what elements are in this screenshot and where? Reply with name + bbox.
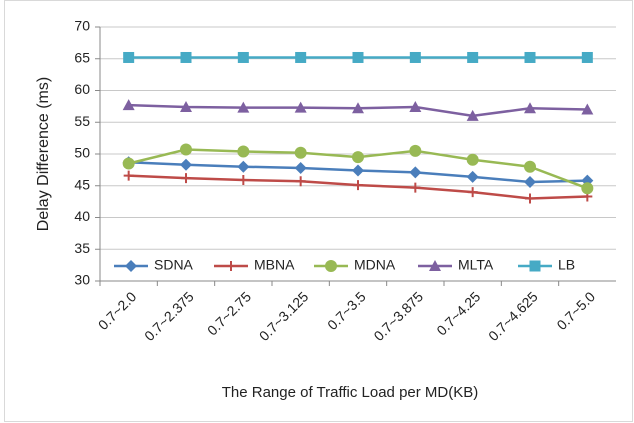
marker <box>529 260 541 272</box>
legend-label: LB <box>558 257 575 273</box>
marker <box>352 164 364 177</box>
y-axis-title: Delay Difference (ms) <box>35 77 52 231</box>
marker <box>352 102 364 114</box>
marker <box>295 51 307 63</box>
y-tick-label: 50 <box>74 145 90 161</box>
marker <box>409 51 421 63</box>
marker <box>122 99 135 111</box>
marker <box>581 182 594 195</box>
marker <box>294 101 307 113</box>
legend-label: SDNA <box>154 257 194 273</box>
marker <box>226 261 236 271</box>
marker <box>123 170 134 181</box>
marker <box>237 160 250 173</box>
marker <box>294 146 307 159</box>
chart-frame <box>4 0 633 422</box>
marker <box>409 101 422 113</box>
marker <box>581 103 594 115</box>
marker <box>123 51 135 63</box>
marker <box>352 51 364 63</box>
y-tick-label: 35 <box>74 240 90 256</box>
marker <box>237 101 250 113</box>
marker <box>524 160 536 173</box>
marker <box>181 173 191 184</box>
marker <box>294 161 307 174</box>
marker <box>295 176 306 187</box>
legend-label: MLTA <box>458 257 494 273</box>
marker <box>125 260 137 272</box>
x-axis-title: The Range of Traffic Load per MD(KB) <box>222 384 479 401</box>
marker <box>180 143 192 156</box>
marker <box>409 166 422 179</box>
y-tick-label: 45 <box>74 176 90 192</box>
marker <box>237 145 250 158</box>
marker <box>410 182 421 193</box>
marker <box>466 109 479 121</box>
marker <box>467 51 479 63</box>
marker <box>525 193 535 204</box>
marker <box>352 151 364 164</box>
y-tick-label: 60 <box>74 81 90 97</box>
y-tick-label: 70 <box>74 18 90 34</box>
marker <box>325 260 337 272</box>
marker <box>524 51 536 63</box>
series <box>123 170 593 204</box>
marker <box>466 170 479 183</box>
y-tick-label: 55 <box>74 113 90 129</box>
y-tick-label: 65 <box>74 49 90 65</box>
marker <box>180 51 192 63</box>
marker <box>524 102 536 114</box>
y-tick-label: 40 <box>74 208 90 224</box>
marker <box>353 180 363 191</box>
series <box>122 143 594 195</box>
legend-label: MDNA <box>354 257 396 273</box>
marker <box>122 157 135 170</box>
series <box>123 51 593 63</box>
marker <box>237 51 249 63</box>
marker <box>238 175 249 186</box>
marker <box>467 187 478 198</box>
marker <box>524 175 536 188</box>
series <box>122 99 594 121</box>
marker <box>466 153 479 166</box>
legend-label: MBNA <box>254 257 295 273</box>
marker <box>581 51 593 63</box>
y-tick-label: 30 <box>74 272 90 288</box>
marker <box>180 158 192 171</box>
marker <box>180 101 192 113</box>
marker <box>429 260 441 271</box>
marker <box>409 144 422 157</box>
series <box>122 156 594 188</box>
